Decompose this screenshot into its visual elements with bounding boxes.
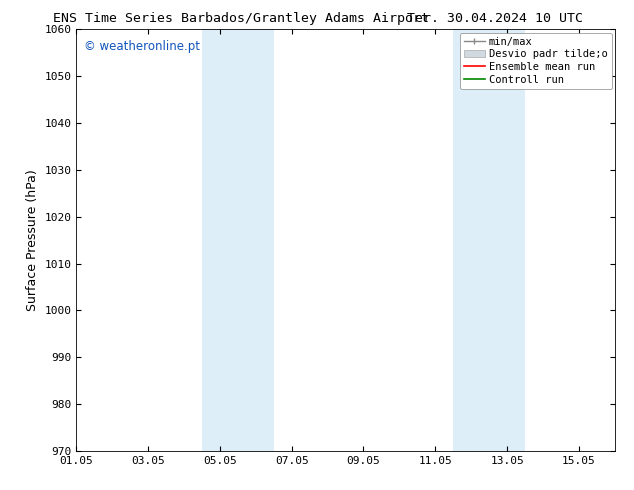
- Y-axis label: Surface Pressure (hPa): Surface Pressure (hPa): [25, 169, 39, 311]
- Text: Ter. 30.04.2024 10 UTC: Ter. 30.04.2024 10 UTC: [406, 12, 583, 25]
- Text: © weatheronline.pt: © weatheronline.pt: [84, 40, 200, 53]
- Bar: [453, 29, 525, 451]
- Legend: min/max, Desvio padr tilde;o, Ensemble mean run, Controll run: min/max, Desvio padr tilde;o, Ensemble m…: [460, 32, 612, 89]
- Bar: [202, 29, 274, 451]
- Text: ENS Time Series Barbados/Grantley Adams Airport: ENS Time Series Barbados/Grantley Adams …: [53, 12, 429, 25]
